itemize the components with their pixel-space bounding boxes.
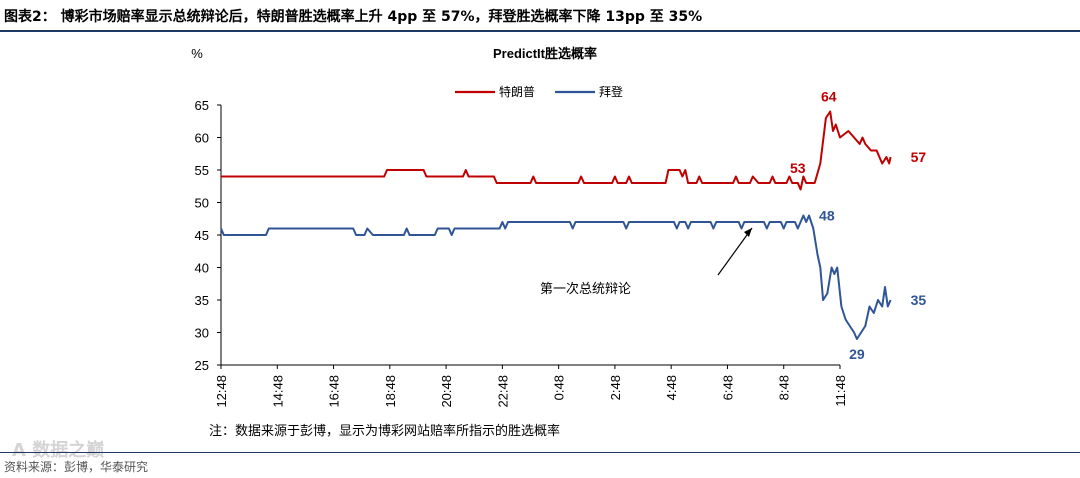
legend-label-biden: 拜登: [599, 84, 623, 99]
data-label: 35: [911, 292, 927, 308]
series-line-trump: [221, 110, 892, 191]
y-tick-label: 35: [195, 293, 209, 308]
figure-title: 图表2： 博彩市场赔率显示总统辩论后，特朗普胜选概率上升 4pp 至 57%，拜…: [4, 9, 703, 25]
data-label: 64: [821, 89, 837, 105]
debate-annotation: 第一次总统辩论: [540, 227, 753, 296]
data-label: 48: [819, 208, 835, 224]
y-tick-label: 30: [195, 326, 209, 341]
y-tick-label: 55: [195, 163, 209, 178]
x-tick-label: 14:48: [270, 375, 285, 408]
y-tick-label: 25: [195, 358, 209, 373]
source-text: 资料来源：彭博，华泰研究: [4, 460, 149, 474]
annotation-arrowhead: [744, 228, 752, 237]
x-tick-label: 0:48: [552, 375, 567, 400]
x-tick-label: 2:48: [608, 375, 623, 400]
x-tick-label: 4:48: [664, 375, 679, 400]
x-tick-label: 8:48: [777, 375, 792, 400]
x-tick-label: 11:48: [833, 375, 848, 407]
data-labels: 53 64 57 48 29 35: [790, 89, 926, 363]
watermark: A 数据之巅: [12, 440, 105, 461]
x-tick-label: 20:48: [439, 375, 454, 408]
series-layer: [220, 110, 892, 340]
chart-note: 注：数据来源于彭博，显示为博彩网站赔率所指示的胜选概率: [209, 423, 560, 438]
x-tick-label: 22:48: [495, 375, 510, 408]
bottom-rule: [0, 452, 1080, 453]
data-label: 57: [911, 149, 927, 165]
y-axis: 25 30 35 40 45 50 55 60 65: [195, 98, 222, 373]
title-rule: [0, 30, 1080, 32]
legend-label-trump: 特朗普: [499, 84, 535, 99]
y-tick-label: 40: [195, 261, 209, 276]
x-tick-label: 6:48: [720, 375, 735, 400]
annotation-arrow: [717, 227, 753, 276]
series-line-biden: [220, 214, 892, 340]
legend: 特朗普 拜登: [455, 84, 623, 99]
x-axis: 12:48 14:48 16:48 18:48 20:48 22:48 0:48 2:48 4:…: [214, 364, 848, 408]
y-tick-label: 50: [195, 196, 209, 211]
data-label: 29: [849, 346, 865, 362]
y-axis-unit: %: [191, 46, 203, 61]
y-tick-label: 60: [195, 131, 209, 146]
annotation-text: 第一次总统辩论: [540, 281, 631, 296]
x-tick-label: 18:48: [383, 375, 398, 408]
chart-title: PredictIt胜选概率: [493, 46, 597, 61]
x-tick-label: 12:48: [214, 375, 229, 408]
y-tick-label: 65: [195, 98, 209, 113]
x-tick-label: 16:48: [327, 375, 342, 408]
y-tick-label: 45: [195, 228, 209, 243]
data-label: 53: [790, 160, 806, 176]
line-chart: PredictIt胜选概率 % 特朗普 拜登 25 30 35 40 45 50 55 60 6…: [191, 46, 926, 438]
